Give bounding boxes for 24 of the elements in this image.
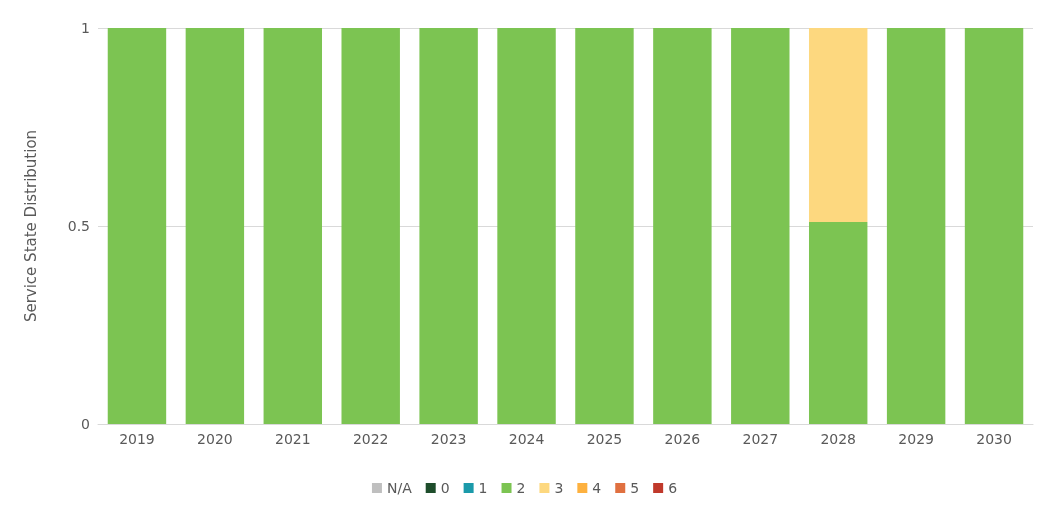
legend-label: 5 [630, 480, 640, 496]
x-tick-label: 2025 [586, 431, 623, 447]
legend-label: 2 [516, 480, 526, 496]
y-tick-label: 0.5 [67, 218, 90, 234]
y-tick-label: 0 [81, 416, 90, 432]
x-tick-label: 2027 [742, 431, 779, 447]
legend-label: 3 [554, 480, 564, 496]
x-tick-label: 2019 [119, 431, 155, 447]
legend-label: 4 [592, 480, 602, 496]
x-tick-label: 2024 [508, 431, 545, 447]
y-axis-title: Service State Distribution [21, 129, 40, 323]
x-tick-label: 2023 [430, 431, 467, 447]
y-tick-label: 1 [81, 20, 90, 36]
x-tick-label: 2020 [197, 431, 233, 447]
legend-label: 1 [478, 480, 488, 496]
legend-label: N/A [386, 480, 413, 496]
x-tick-label: 2022 [352, 431, 389, 447]
x-tick-label: 2021 [274, 431, 311, 447]
x-tick-label: 2028 [820, 431, 857, 447]
x-tick-label: 2030 [976, 431, 1012, 447]
x-tick-label: 2026 [664, 431, 701, 447]
x-tick-label: 2029 [898, 431, 934, 447]
legend-label: 6 [668, 480, 678, 496]
legend-label: 0 [440, 480, 450, 496]
